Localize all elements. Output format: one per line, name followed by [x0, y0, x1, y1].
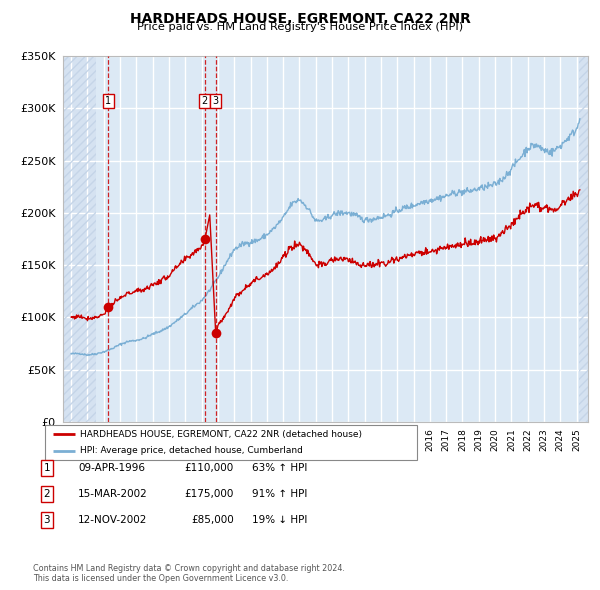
- Text: £175,000: £175,000: [185, 489, 234, 499]
- Text: HPI: Average price, detached house, Cumberland: HPI: Average price, detached house, Cumb…: [80, 446, 302, 455]
- Text: £110,000: £110,000: [185, 463, 234, 473]
- Text: Contains HM Land Registry data © Crown copyright and database right 2024.: Contains HM Land Registry data © Crown c…: [33, 565, 345, 573]
- Text: This data is licensed under the Open Government Licence v3.0.: This data is licensed under the Open Gov…: [33, 574, 289, 583]
- Bar: [580, 56, 588, 422]
- Text: 15-MAR-2002: 15-MAR-2002: [78, 489, 148, 499]
- Bar: [63, 56, 95, 422]
- Text: 63% ↑ HPI: 63% ↑ HPI: [252, 463, 307, 473]
- Text: 09-APR-1996: 09-APR-1996: [78, 463, 145, 473]
- Text: 12-NOV-2002: 12-NOV-2002: [78, 515, 148, 525]
- Text: 1: 1: [43, 463, 50, 473]
- Text: £85,000: £85,000: [191, 515, 234, 525]
- Text: HARDHEADS HOUSE, EGREMONT, CA22 2NR: HARDHEADS HOUSE, EGREMONT, CA22 2NR: [130, 12, 470, 26]
- Text: 91% ↑ HPI: 91% ↑ HPI: [252, 489, 307, 499]
- Text: Price paid vs. HM Land Registry's House Price Index (HPI): Price paid vs. HM Land Registry's House …: [137, 22, 463, 32]
- Bar: [580, 56, 588, 422]
- Text: HARDHEADS HOUSE, EGREMONT, CA22 2NR (detached house): HARDHEADS HOUSE, EGREMONT, CA22 2NR (det…: [80, 430, 362, 439]
- Text: 3: 3: [43, 515, 50, 525]
- Text: 2: 2: [202, 96, 208, 106]
- Bar: [63, 56, 95, 422]
- Text: 1: 1: [105, 96, 111, 106]
- Text: 2: 2: [43, 489, 50, 499]
- Text: 3: 3: [213, 96, 219, 106]
- Text: 19% ↓ HPI: 19% ↓ HPI: [252, 515, 307, 525]
